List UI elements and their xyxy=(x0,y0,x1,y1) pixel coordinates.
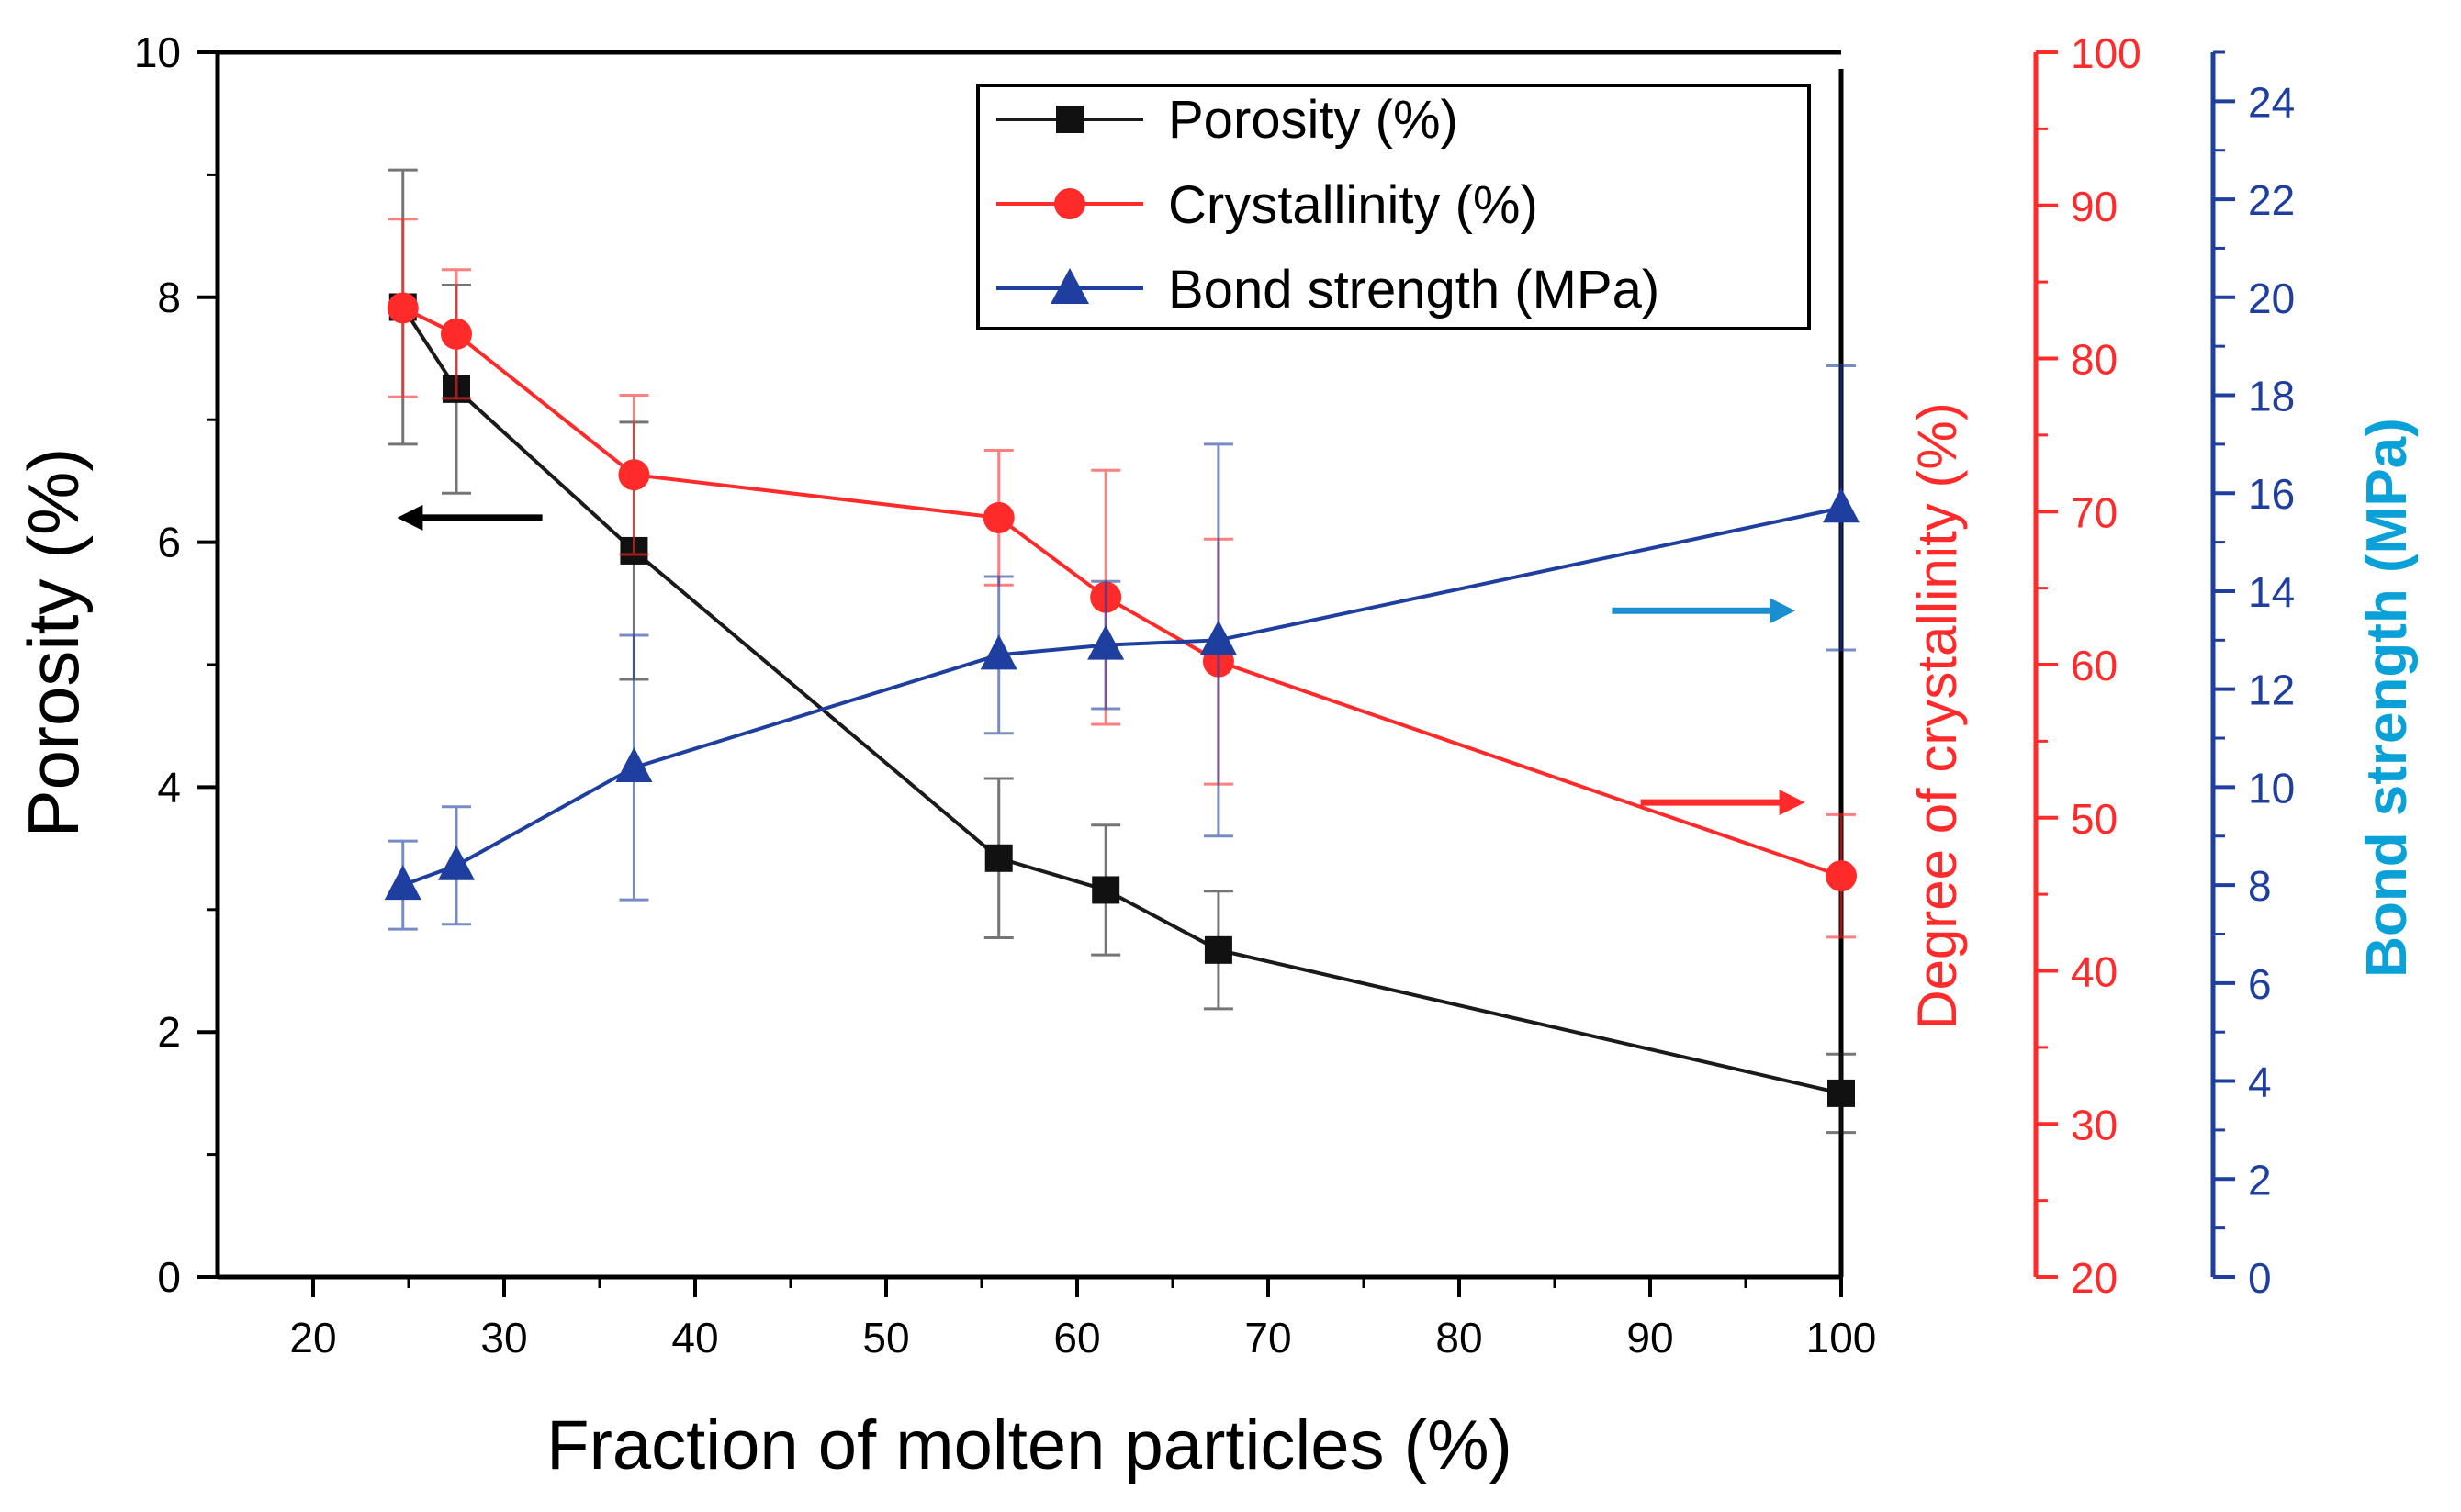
y-red-tick-label-50: 50 xyxy=(2071,795,2118,843)
y-left-axis-title: Porosity (%) xyxy=(13,448,94,838)
legend-marker-porosity xyxy=(1056,106,1084,133)
y-blue-tick-label-4: 4 xyxy=(2248,1058,2272,1106)
y-left-tick-label-8: 8 xyxy=(157,274,181,321)
y-blue-tick-label-18: 18 xyxy=(2248,373,2295,420)
point-circle-2 xyxy=(618,459,650,491)
x-tick-label-70: 70 xyxy=(1244,1314,1291,1361)
legend-label-bond-strength: Bond strength (MPa) xyxy=(1168,260,1659,319)
y-blue-tick-label-8: 8 xyxy=(2248,862,2272,910)
x-tick-label-30: 30 xyxy=(480,1314,527,1361)
point-circle-0 xyxy=(387,292,419,324)
y-blue-tick-label-6: 6 xyxy=(2248,960,2272,1008)
y-blue-tick-label-22: 22 xyxy=(2248,176,2295,224)
y-blue-tick-label-12: 12 xyxy=(2248,666,2295,714)
legend-label-porosity: Porosity (%) xyxy=(1168,90,1458,150)
legend-entry-bond-strength: Bond strength (MPa) xyxy=(996,260,1659,319)
y-left-tick-label-4: 4 xyxy=(157,763,181,811)
legend-marker-bond-strength xyxy=(1051,268,1089,304)
point-triangle-4 xyxy=(1087,624,1125,660)
y-left-tick-label-0: 0 xyxy=(157,1253,181,1301)
point-circle-3 xyxy=(983,501,1015,533)
legend-label-crystallinity: Crystallinity (%) xyxy=(1168,175,1538,235)
series-line-circle xyxy=(401,306,1842,879)
axes-ticks: 20 30 40 50 60 70 80 90 100 0 2 4 6 8 10 xyxy=(134,28,1877,1361)
y-blue-tick-label-2: 2 xyxy=(2248,1156,2272,1204)
y-blue-tick-label-0: 0 xyxy=(2248,1254,2272,1302)
x-tick-label-60: 60 xyxy=(1053,1314,1100,1361)
series-line-triangle xyxy=(402,506,1842,887)
y-red-tick-label-100: 100 xyxy=(2071,29,2141,77)
x-axis-title: Fraction of molten particles (%) xyxy=(546,1406,1512,1484)
x-tick-label-40: 40 xyxy=(671,1314,718,1361)
point-circle-1 xyxy=(441,318,472,350)
y-blue-tick-label-20: 20 xyxy=(2248,274,2295,322)
series-layer xyxy=(384,168,1860,1135)
x-tick-label-80: 80 xyxy=(1435,1314,1482,1361)
y-blue-tick-label-24: 24 xyxy=(2248,78,2295,126)
y-red-axis-title: Degree of crystallinity (%) xyxy=(1906,402,1968,1030)
x-tick-label-20: 20 xyxy=(289,1314,336,1361)
y-red-tick-label-40: 40 xyxy=(2071,948,2118,996)
y-red-tick-label-20: 20 xyxy=(2071,1254,2118,1302)
legend: Porosity (%) Crystallinity (%) Bond stre… xyxy=(976,84,1811,330)
point-square-5 xyxy=(1204,935,1232,964)
x-tick-label-90: 90 xyxy=(1626,1314,1673,1361)
series-line-square xyxy=(401,306,1842,1095)
y-left-tick-label-2: 2 xyxy=(157,1008,181,1056)
y-red-tick-label-90: 90 xyxy=(2071,183,2118,230)
y-red-tick-label-60: 60 xyxy=(2071,642,2118,689)
point-square-3 xyxy=(984,844,1013,872)
y-blue-tick-label-16: 16 xyxy=(2248,470,2295,518)
point-triangle-1 xyxy=(438,845,475,880)
y-blue-tick-label-14: 14 xyxy=(2248,568,2295,616)
legend-marker-crystallinity xyxy=(1054,188,1085,219)
point-triangle-2 xyxy=(615,747,653,783)
y-red-tick-label-30: 30 xyxy=(2071,1101,2118,1148)
point-square-4 xyxy=(1092,876,1120,904)
y-blue-axis-title: Bond strength (MPa) xyxy=(2355,418,2419,978)
point-triangle-6 xyxy=(1823,487,1860,523)
point-triangle-5 xyxy=(1199,620,1237,655)
point-triangle-3 xyxy=(980,634,1017,670)
y-blue-tick-label-10: 10 xyxy=(2248,764,2295,812)
series-triangle xyxy=(384,364,1860,931)
y-red-tick-label-80: 80 xyxy=(2071,336,2118,384)
point-triangle-0 xyxy=(384,865,421,901)
y-left-tick-label-6: 6 xyxy=(157,519,181,566)
point-square-6 xyxy=(1827,1079,1855,1107)
x-tick-label-50: 50 xyxy=(862,1314,909,1361)
x-tick-label-100: 100 xyxy=(1806,1314,1877,1361)
y-red-tick-label-70: 70 xyxy=(2071,488,2118,536)
point-circle-6 xyxy=(1826,860,1857,892)
legend-entry-porosity: Porosity (%) xyxy=(996,90,1458,150)
annotations-layer xyxy=(397,504,1805,816)
legend-entry-crystallinity: Crystallinity (%) xyxy=(996,175,1538,235)
y-left-tick-label-10: 10 xyxy=(134,28,181,76)
